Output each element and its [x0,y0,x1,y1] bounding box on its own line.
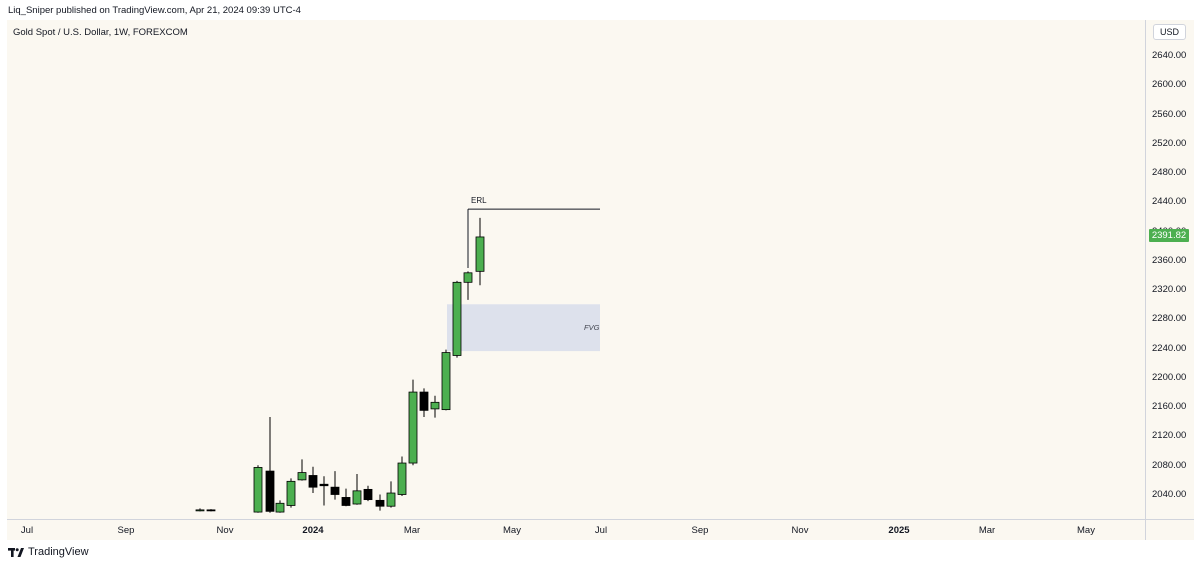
price-tick-label: 2280.00 [1152,313,1187,325]
time-tick-label: May [1077,525,1095,536]
time-tick-label: May [503,525,521,536]
candle-up [275,502,285,513]
candle-up [452,281,462,356]
tradingview-wordmark: TradingView [28,546,89,558]
time-tick-label: Jul [594,525,608,536]
time-axis[interactable] [7,519,1145,540]
candle-up [463,272,473,283]
last-price-label: 2391.82 [1149,229,1189,242]
price-tick-label: 2240.00 [1152,342,1187,354]
candle-up [430,401,440,410]
candle-down [206,509,216,512]
price-tick-label: 2120.00 [1152,430,1187,442]
candle-down [330,486,340,495]
chart-pane[interactable] [7,20,1145,519]
candle-down [319,483,329,487]
price-tick-label: 2640.00 [1152,49,1187,61]
candle-up [286,480,296,506]
candle-up [397,462,407,495]
price-tick-label: 2080.00 [1152,459,1187,471]
fvg-zone [447,304,600,352]
published-header: Liq_Sniper published on TradingView.com,… [0,0,1200,20]
price-tick-label: 2440.00 [1152,196,1187,208]
time-tick-label: Sep [117,525,135,536]
price-axis[interactable] [1145,20,1194,519]
candle-up [408,391,418,464]
candle-up [441,352,451,411]
candle-up [386,492,396,507]
tradingview-logo[interactable]: TradingView [8,546,89,558]
price-tick-label: 2040.00 [1152,489,1187,500]
time-tick-label: Nov [791,525,809,536]
currency-button[interactable]: USD [1153,24,1186,40]
candle-down [375,499,385,507]
time-tick-label: Mar [403,525,421,536]
candle-up [195,509,205,512]
candle-up [253,467,263,513]
time-tick-label: Mar [978,525,996,536]
price-tick-label: 2360.00 [1152,254,1187,266]
candle-down [363,488,373,501]
price-tick-label: 2200.00 [1152,371,1187,383]
price-tick-label: 2160.00 [1152,401,1187,413]
erl-label: ERL [471,196,487,206]
time-tick-label: Jul [20,525,34,536]
candle-up [297,472,307,481]
candle-up [475,236,485,272]
time-tick-label: Sep [691,525,709,536]
candle-down [341,497,351,506]
time-tick-label: 2024 [302,525,324,536]
price-tick-label: 2480.00 [1152,167,1187,179]
symbol-title: Gold Spot / U.S. Dollar, 1W, FOREXCOM [13,27,188,38]
price-tick-label: 2320.00 [1152,284,1187,296]
candle-up [352,490,362,505]
time-tick-label: 2025 [888,525,910,536]
candle-down [308,475,318,488]
fvg-label: FVG [584,322,600,332]
price-tick-label: 2520.00 [1152,137,1187,149]
price-tick-label: 2560.00 [1152,108,1187,120]
candle-down [265,470,275,512]
published-text: Liq_Sniper published on TradingView.com,… [8,5,301,16]
candle-down [419,391,429,411]
axis-corner [1145,519,1194,540]
tradingview-logo-icon [8,548,24,557]
price-tick-label: 2600.00 [1152,79,1187,91]
time-tick-label: Nov [216,525,234,536]
